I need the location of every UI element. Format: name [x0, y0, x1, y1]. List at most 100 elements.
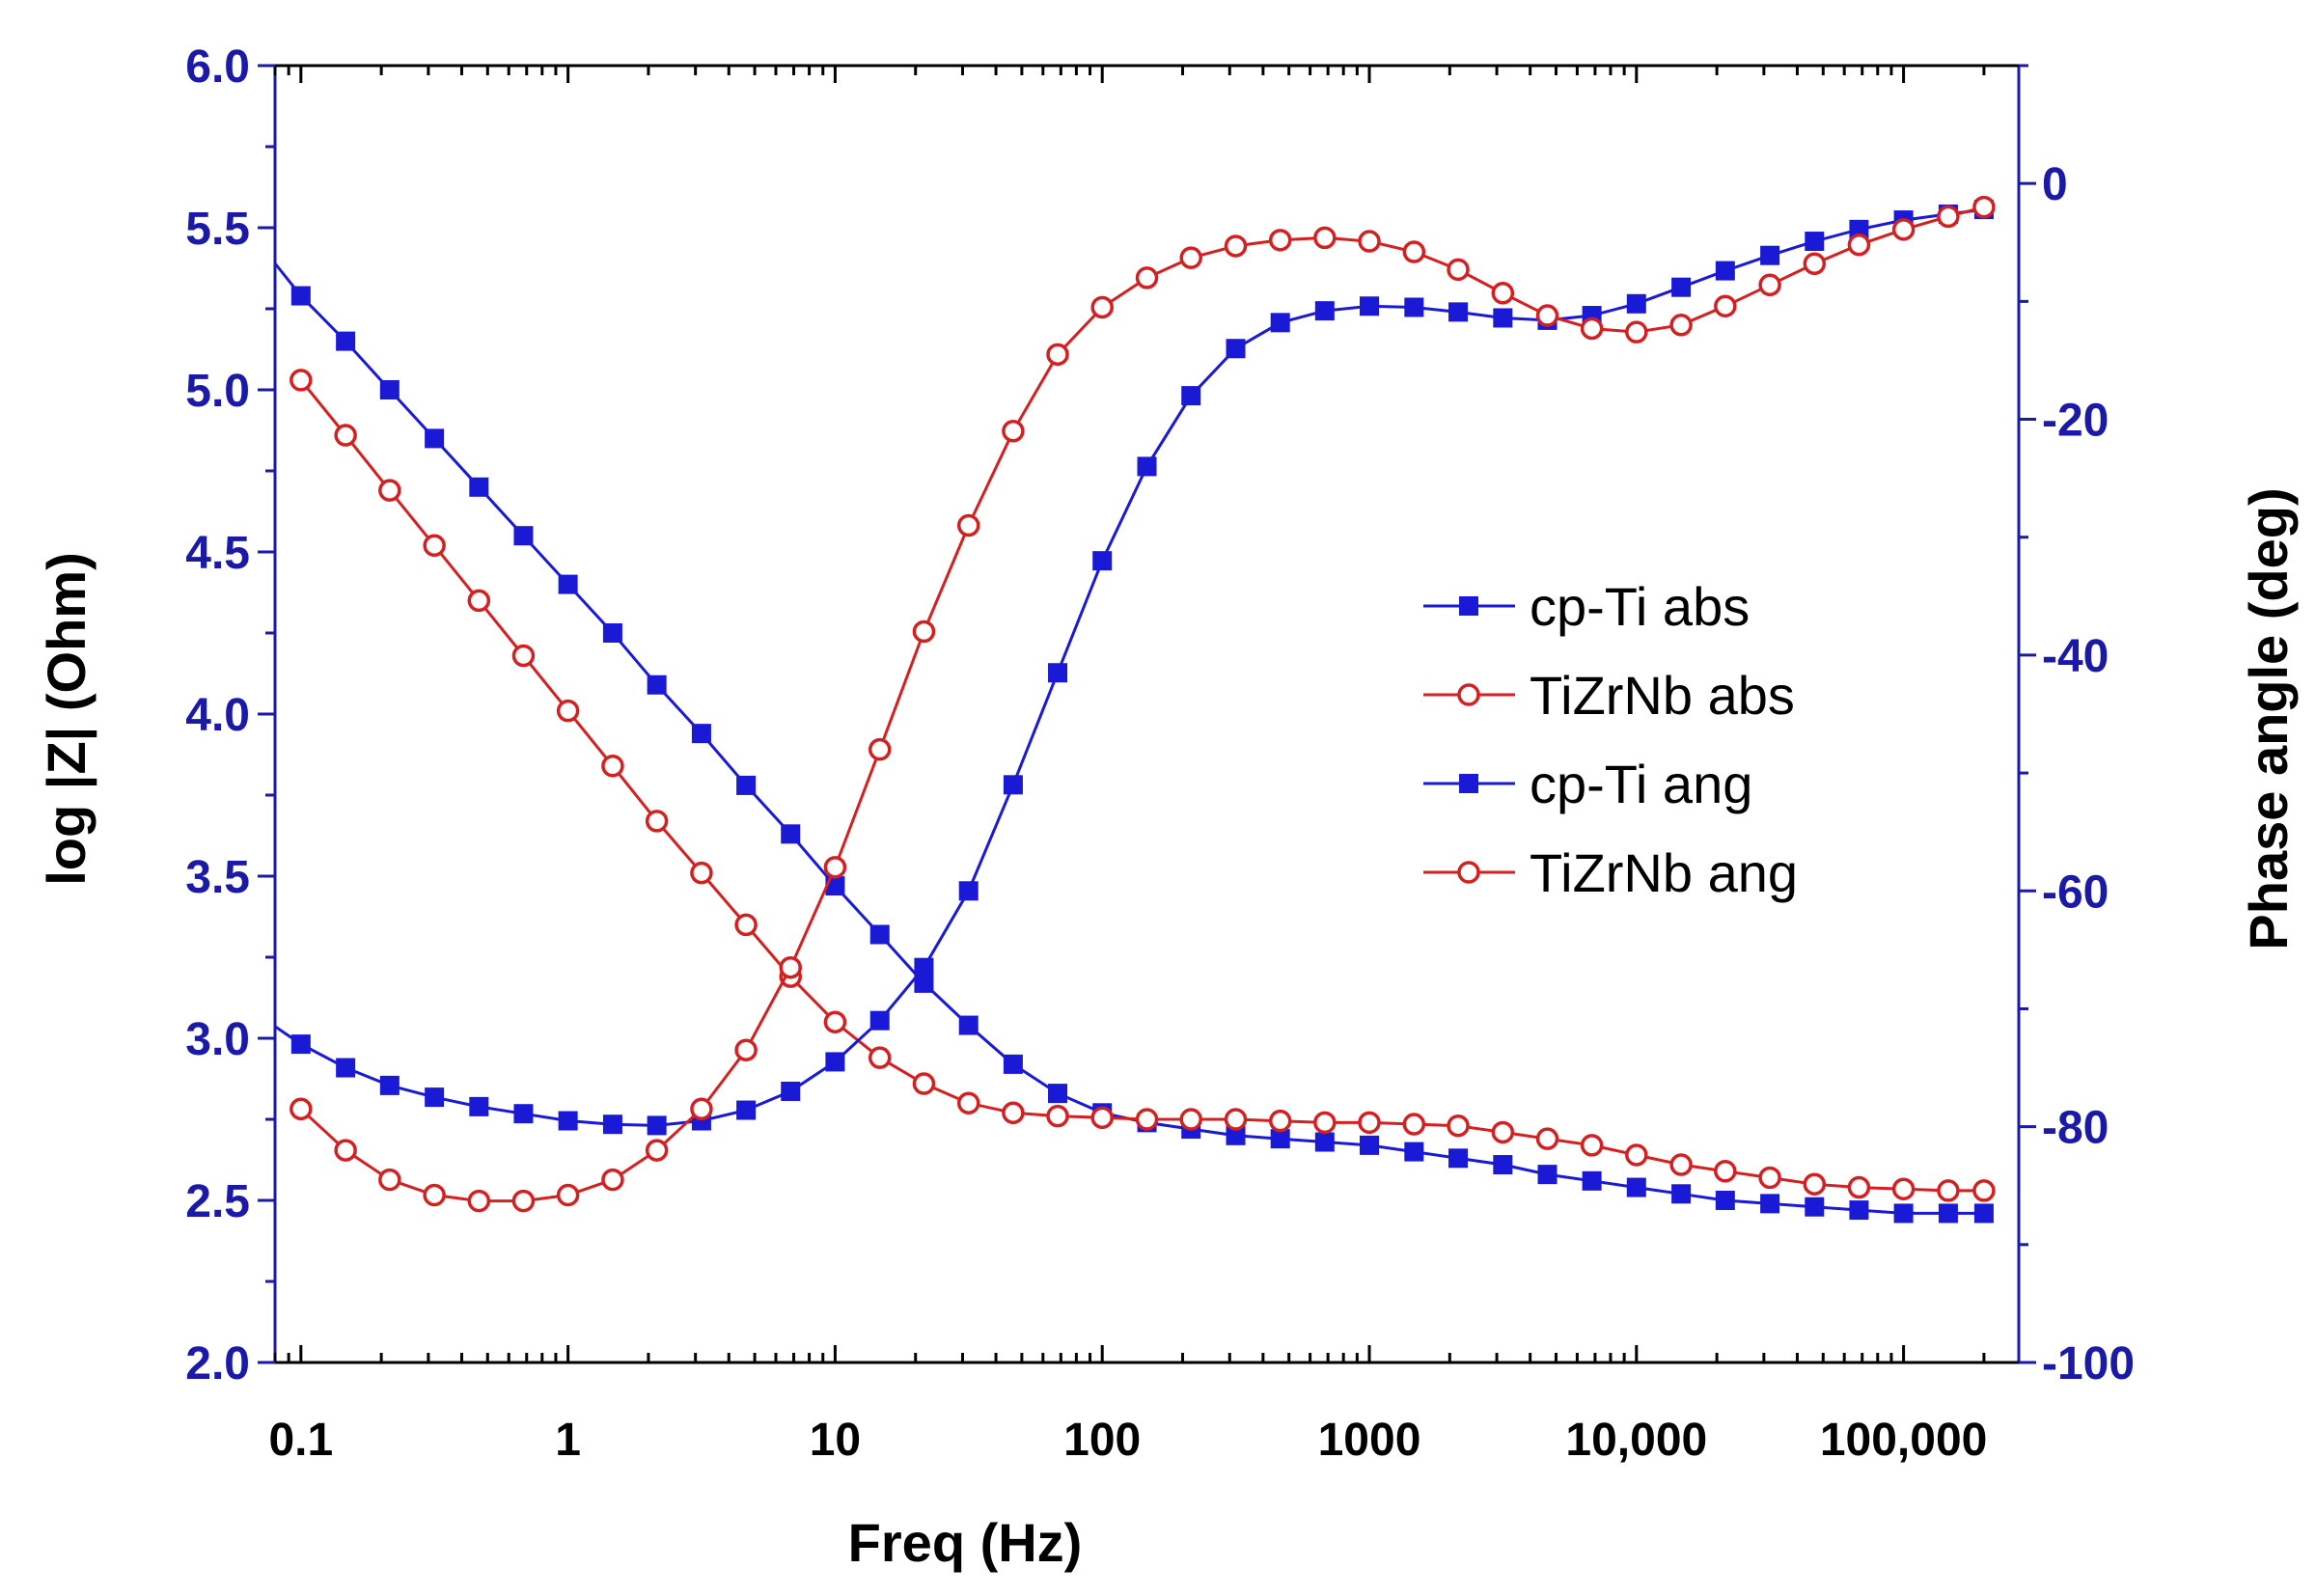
- data-point-tizrnb-ang: [1535, 304, 1559, 327]
- data-point-tizrnb-ang: [690, 1097, 713, 1121]
- legend-label: cp-Ti abs: [1530, 576, 1750, 637]
- x-tick-label: 10,000: [1565, 1415, 1707, 1466]
- data-point-tizrnb-ang: [1937, 205, 1960, 229]
- series-tizrnb-ang: [290, 195, 1996, 1213]
- data-point-cp-ti-ang: [379, 1075, 400, 1095]
- data-point-tizrnb-ang: [1313, 226, 1337, 250]
- data-point-cp-ti-abs: [1493, 1155, 1513, 1175]
- data-point-cp-ti-abs: [869, 924, 890, 945]
- data-point-tizrnb-ang: [823, 856, 847, 879]
- series-cp-ti-abs: [273, 262, 1994, 1224]
- legend-marker: [1457, 861, 1480, 884]
- data-point-cp-ti-ang: [1226, 339, 1246, 359]
- data-point-tizrnb-abs: [1002, 1101, 1025, 1125]
- data-point-tizrnb-ang: [734, 1038, 758, 1061]
- data-point-tizrnb-ang: [1847, 233, 1871, 257]
- legend-marker: [1459, 774, 1478, 793]
- data-point-cp-ti-abs: [1671, 1184, 1692, 1204]
- data-point-cp-ti-abs: [781, 824, 801, 844]
- data-point-cp-ti-ang: [1448, 302, 1469, 322]
- data-point-cp-ti-ang: [513, 1104, 534, 1124]
- data-point-cp-ti-abs: [513, 526, 534, 546]
- legend-entry-tizrnb-abs: TiZrNb abs: [1423, 665, 1795, 726]
- data-point-cp-ti-abs: [647, 674, 667, 695]
- data-point-cp-ti-abs: [1537, 1165, 1558, 1185]
- data-point-tizrnb-ang: [1625, 320, 1648, 344]
- legend-label: TiZrNb abs: [1530, 665, 1795, 726]
- data-point-tizrnb-ang: [1090, 295, 1114, 319]
- y-left-tick-label: 2.5: [185, 1176, 250, 1227]
- x-tick-label: 0.1: [268, 1415, 333, 1466]
- y-right-tick-label: -60: [2042, 867, 2109, 918]
- data-point-tizrnb-abs: [868, 1046, 892, 1069]
- data-point-tizrnb-abs: [1447, 1114, 1470, 1138]
- y-left-tick-label: 2.0: [185, 1338, 250, 1390]
- data-point-tizrnb-abs: [1625, 1143, 1648, 1167]
- data-point-tizrnb-ang: [956, 513, 980, 537]
- data-point-tizrnb-abs: [290, 369, 313, 392]
- y-left-tick-label: 5.5: [185, 204, 250, 255]
- data-point-tizrnb-abs: [823, 1010, 847, 1033]
- data-point-tizrnb-abs: [1803, 1172, 1827, 1196]
- data-point-tizrnb-ang: [423, 1183, 446, 1207]
- axis-titles: Freq (Hz) log |Z| (Ohm) Phase angle (deg…: [36, 487, 2299, 1573]
- legend-marker: [1457, 683, 1480, 706]
- data-point-tizrnb-abs: [556, 699, 580, 723]
- data-point-cp-ti-abs: [1048, 1084, 1068, 1104]
- y-right-tick-label: -100: [2042, 1338, 2135, 1390]
- data-point-tizrnb-abs: [1847, 1175, 1871, 1199]
- data-point-cp-ti-abs: [1360, 1135, 1380, 1155]
- data-point-cp-ti-ang: [1048, 663, 1068, 683]
- data-point-tizrnb-abs: [645, 810, 669, 833]
- data-point-tizrnb-abs: [1135, 1108, 1159, 1131]
- data-point-cp-ti-abs: [1404, 1142, 1424, 1162]
- data-point-cp-ti-abs: [379, 380, 400, 399]
- data-point-cp-ti-ang: [914, 957, 934, 977]
- y-right-tick-label: -20: [2042, 396, 2109, 447]
- y-right-tick-label: -80: [2042, 1103, 2109, 1154]
- legend-entry-cp-ti-abs: cp-Ti abs: [1423, 576, 1750, 637]
- y-left-tick-label: 3.0: [185, 1014, 250, 1065]
- data-point-tizrnb-ang: [1135, 266, 1159, 289]
- data-point-tizrnb-ang: [511, 1189, 536, 1213]
- data-point-cp-ti-ang: [1270, 313, 1290, 333]
- data-point-tizrnb-ang: [1224, 234, 1248, 258]
- data-point-tizrnb-abs: [734, 913, 758, 937]
- legend-label: cp-Ti ang: [1530, 754, 1752, 814]
- data-point-tizrnb-abs: [378, 479, 401, 502]
- data-point-cp-ti-abs: [290, 286, 311, 306]
- series-tizrnb-abs: [290, 369, 1996, 1202]
- data-point-cp-ti-ang: [781, 1081, 801, 1101]
- data-point-tizrnb-ang: [1580, 316, 1604, 341]
- legend: cp-Ti abs TiZrNb abs cp-Ti ang TiZrNb ang: [1423, 576, 1798, 903]
- data-point-tizrnb-ang: [1972, 195, 1996, 219]
- x-tick-label: 1000: [1318, 1415, 1421, 1466]
- data-point-tizrnb-abs: [334, 424, 357, 447]
- data-point-cp-ti-abs: [1448, 1148, 1469, 1169]
- legend-entry-tizrnb-ang: TiZrNb ang: [1423, 842, 1798, 903]
- legend-entry-cp-ti-ang: cp-Ti ang: [1423, 754, 1752, 814]
- data-point-cp-ti-abs: [914, 973, 934, 993]
- data-point-tizrnb-abs: [1358, 1111, 1381, 1135]
- data-point-cp-ti-abs: [1582, 1170, 1602, 1191]
- data-point-tizrnb-ang: [779, 955, 802, 979]
- data-point-cp-ti-abs: [558, 574, 578, 594]
- data-point-cp-ti-abs: [1805, 1197, 1825, 1217]
- data-point-tizrnb-abs: [1179, 1108, 1202, 1131]
- data-point-cp-ti-abs: [602, 623, 622, 643]
- data-point-tizrnb-ang: [601, 1168, 624, 1192]
- data-point-cp-ti-ang: [1849, 219, 1869, 239]
- data-point-cp-ti-abs: [425, 428, 445, 449]
- data-point-tizrnb-abs: [1313, 1111, 1337, 1135]
- data-point-tizrnb-abs: [690, 861, 713, 885]
- data-point-cp-ti-abs: [1849, 1200, 1869, 1221]
- data-point-cp-ti-abs: [336, 331, 356, 351]
- data-point-tizrnb-abs: [1402, 1113, 1426, 1136]
- data-point-cp-ti-ang: [1760, 245, 1780, 265]
- data-point-tizrnb-abs: [1268, 1109, 1292, 1133]
- x-tick-label: 100: [1063, 1415, 1141, 1466]
- data-point-cp-ti-abs: [1626, 1177, 1646, 1197]
- data-point-cp-ti-ang: [1137, 456, 1157, 477]
- axis-ticks: 0.1 1 10 100 1000 10,000 100,000 2.0 2.5 3.0 3.5 4.…: [185, 41, 2135, 1466]
- y-left-tick-label: 3.5: [185, 852, 250, 903]
